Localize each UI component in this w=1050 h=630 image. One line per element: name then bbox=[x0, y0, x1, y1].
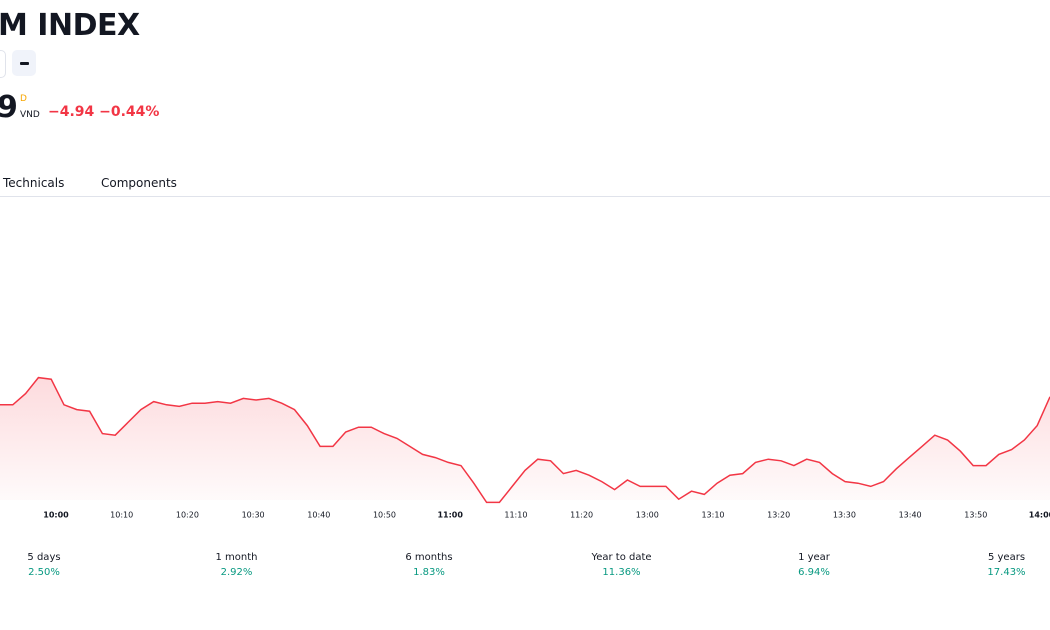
performance-value: 2.50% bbox=[28, 567, 60, 578]
x-tick-label: 10:10 bbox=[110, 511, 133, 520]
x-tick-label: 10:50 bbox=[373, 511, 396, 520]
performance-item[interactable]: Year to date 11.36% bbox=[552, 552, 692, 578]
minus-button[interactable] bbox=[12, 50, 36, 76]
performance-item[interactable]: 1 month 2.92% bbox=[167, 552, 307, 578]
flag: D bbox=[20, 94, 27, 104]
x-tick-label: 10:00 bbox=[43, 511, 69, 520]
x-tick-label: 11:10 bbox=[504, 511, 527, 520]
performance-value: 1.83% bbox=[413, 567, 445, 578]
tab[interactable]: Components bbox=[101, 176, 177, 190]
price: 9 bbox=[0, 90, 18, 125]
performance-value: 6.94% bbox=[798, 567, 830, 578]
separator bbox=[0, 196, 1050, 197]
performance-value: 2.92% bbox=[220, 567, 253, 578]
performance-item[interactable]: 5 years 17.43% bbox=[937, 552, 1050, 578]
performance-value: 11.36% bbox=[602, 567, 641, 578]
button[interactable] bbox=[0, 50, 6, 78]
performance-label: 5 years bbox=[987, 552, 1026, 563]
performance-label: 1 month bbox=[215, 552, 258, 563]
x-tick-label: 13:50 bbox=[964, 511, 987, 520]
x-tick-label: 10:40 bbox=[307, 511, 330, 520]
x-tick-label: 10:30 bbox=[242, 511, 265, 520]
x-tick-label: 13:20 bbox=[767, 511, 790, 520]
x-tick-label: 13:00 bbox=[636, 511, 659, 520]
performance-item[interactable]: 6 months 1.83% bbox=[359, 552, 499, 578]
performance-label: 5 days bbox=[27, 552, 61, 563]
symbol-title: M INDEX bbox=[0, 8, 140, 43]
tab[interactable]: Technicals bbox=[3, 176, 65, 190]
performance-item[interactable]: 1 year 6.94% bbox=[744, 552, 884, 578]
x-tick-label: 13:30 bbox=[833, 511, 856, 520]
x-tick-label: 11:00 bbox=[437, 511, 463, 520]
performance-label: 1 year bbox=[798, 552, 830, 563]
area bbox=[0, 377, 1050, 503]
x-tick-label: 13:10 bbox=[701, 511, 724, 520]
price-line bbox=[0, 376, 1050, 504]
performance-value: 17.43% bbox=[987, 567, 1026, 578]
x-tick-label: 10:20 bbox=[176, 511, 199, 520]
change: −4.94 −0.44% bbox=[48, 104, 160, 120]
currency: VND bbox=[20, 110, 40, 120]
x-tick-label: 11:20 bbox=[570, 511, 593, 520]
x-tick-label: 13:40 bbox=[899, 511, 922, 520]
performance-label: 6 months bbox=[405, 552, 453, 563]
x-tick-label: 14:00 bbox=[1029, 511, 1050, 520]
performance-item[interactable]: 5 days 2.50% bbox=[0, 552, 114, 578]
performance-label: Year to date bbox=[591, 552, 652, 563]
